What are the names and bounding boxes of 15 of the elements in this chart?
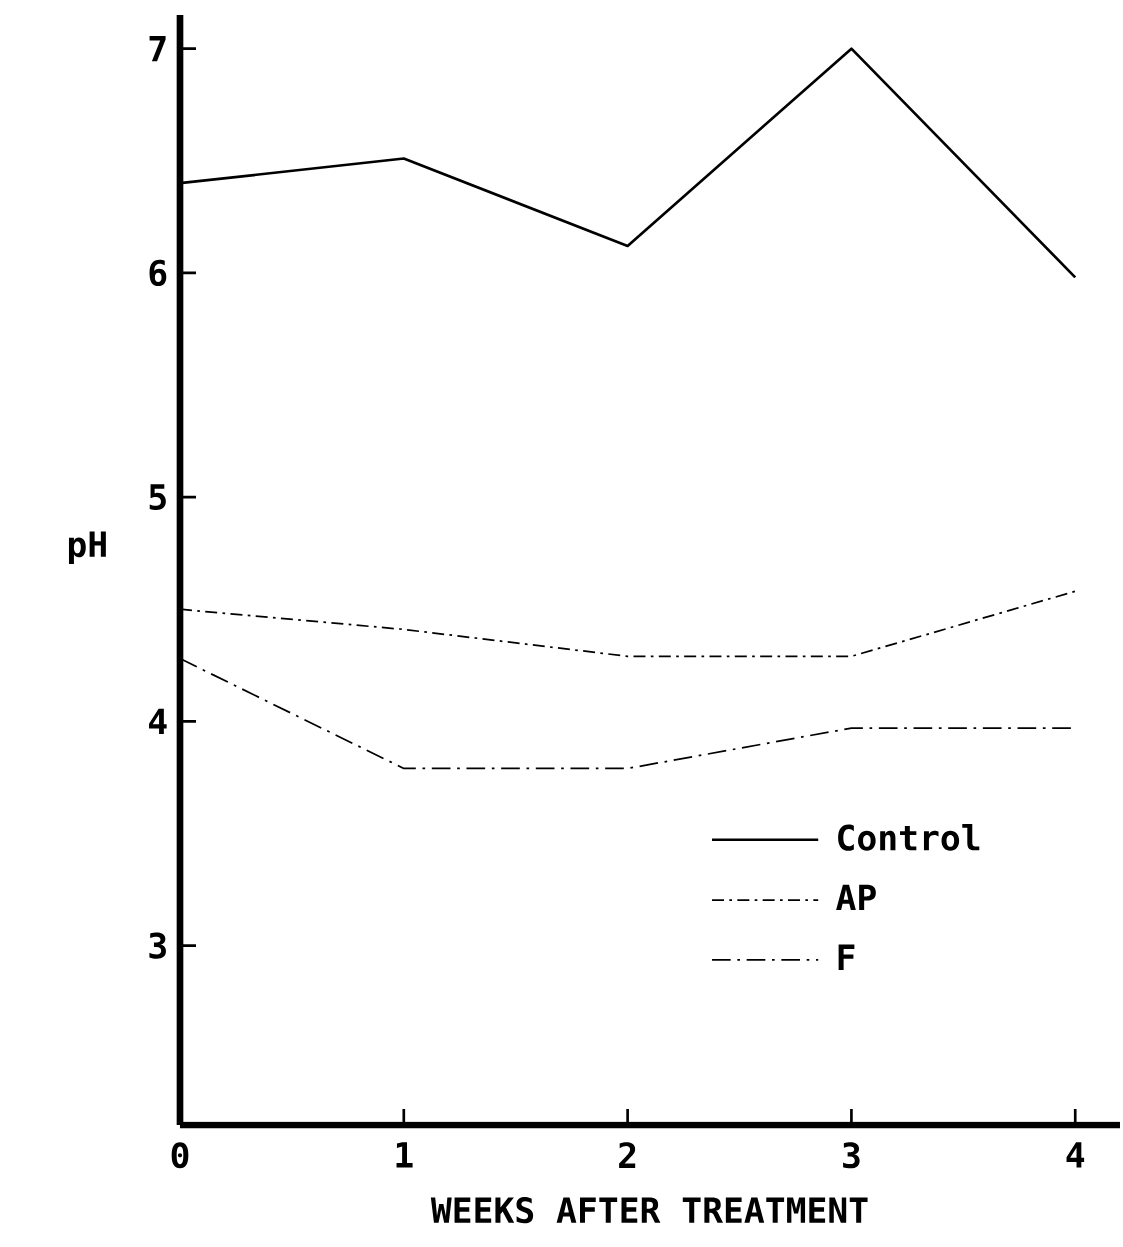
x-tick-label: 0 — [171, 1142, 189, 1169]
y-axis-title: pH — [68, 531, 106, 565]
x-tick-label: 3 — [842, 1142, 860, 1169]
x-tick-label: 2 — [618, 1142, 636, 1168]
legend-label: Control — [837, 823, 980, 851]
y-tick-label: 6 — [149, 259, 167, 286]
legend-label: AP — [835, 884, 876, 911]
y-tick-label: 7 — [149, 35, 166, 62]
x-tick-label: 1 — [396, 1142, 413, 1168]
y-tick-label: 3 — [149, 932, 166, 959]
x-tick-label: 4 — [1066, 1142, 1084, 1168]
x-axis-title: WEEKS AFTER TREATMENT — [430, 1197, 868, 1224]
y-tick-label: 4 — [148, 708, 167, 734]
legend-label: F — [838, 944, 855, 970]
y-tick-label: 5 — [149, 484, 166, 510]
